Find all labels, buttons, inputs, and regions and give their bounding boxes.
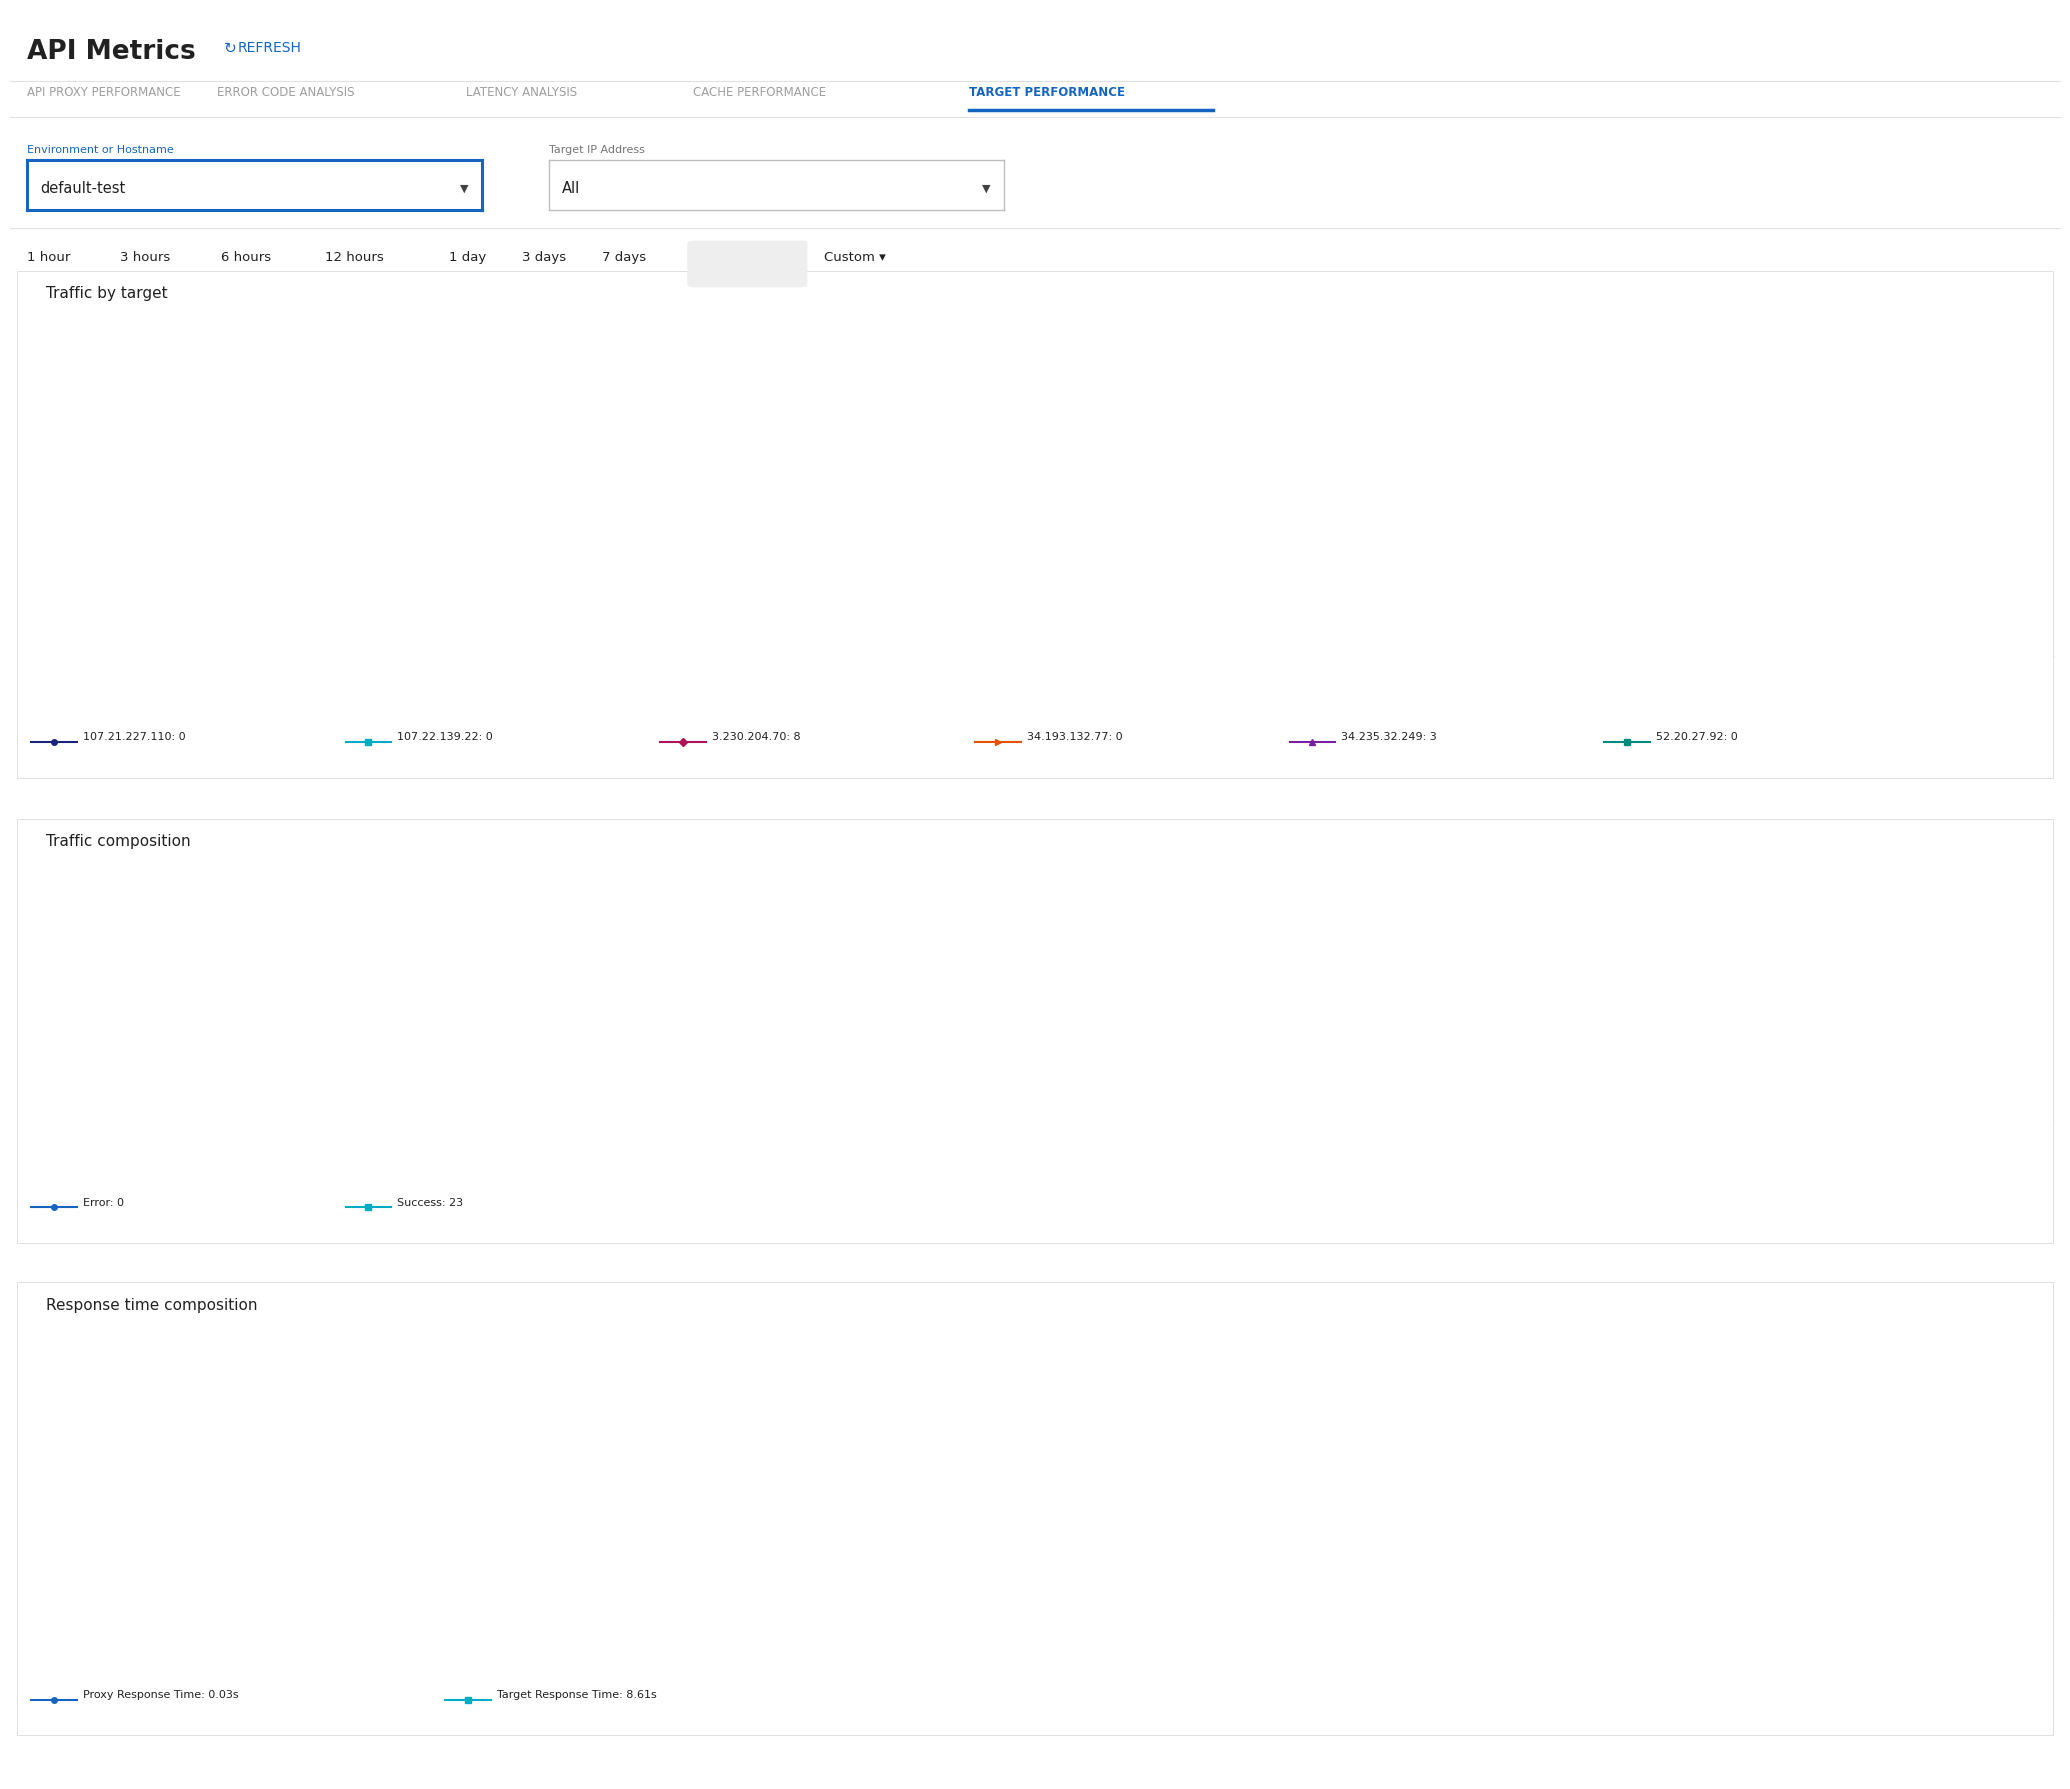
Text: default-test: default-test	[41, 181, 126, 197]
Text: 1 day: 1 day	[449, 250, 486, 263]
Text: ↻: ↻	[224, 41, 242, 55]
Text: REFRESH: REFRESH	[238, 41, 302, 55]
Text: 7 days: 7 days	[602, 250, 646, 263]
Text: LATENCY ANALYSIS: LATENCY ANALYSIS	[466, 86, 578, 98]
Text: 1 hour: 1 hour	[27, 250, 70, 263]
Text: Custom ▾: Custom ▾	[824, 250, 886, 263]
Text: Proxy Response Time: 0.03s: Proxy Response Time: 0.03s	[83, 1689, 238, 1700]
Text: 3 days: 3 days	[522, 250, 565, 263]
Text: 52.20.27.92: 0: 52.20.27.92: 0	[1656, 732, 1737, 742]
Text: ▼: ▼	[981, 184, 989, 193]
Text: Traffic by target: Traffic by target	[46, 286, 168, 301]
Text: ▼: ▼	[460, 184, 468, 193]
Text: All: All	[563, 181, 580, 197]
Text: CACHE PERFORMANCE: CACHE PERFORMANCE	[693, 86, 826, 98]
Text: 3 hours: 3 hours	[120, 250, 170, 263]
Text: TARGET PERFORMANCE: TARGET PERFORMANCE	[969, 86, 1124, 98]
Text: 34.235.32.249: 3: 34.235.32.249: 3	[1341, 732, 1437, 742]
Text: Error: 0: Error: 0	[83, 1197, 124, 1208]
Text: Response time composition: Response time composition	[46, 1297, 257, 1311]
Text: Traffic composition: Traffic composition	[46, 834, 190, 848]
Text: API Metrics: API Metrics	[27, 39, 197, 66]
Text: ✓ 14 days: ✓ 14 days	[702, 250, 770, 263]
Text: Success: 23: Success: 23	[397, 1197, 464, 1208]
Text: ERROR CODE ANALYSIS: ERROR CODE ANALYSIS	[217, 86, 354, 98]
Text: Target IP Address: Target IP Address	[549, 145, 644, 156]
Text: 34.193.132.77: 0: 34.193.132.77: 0	[1027, 732, 1122, 742]
Text: 3.230.204.70: 8: 3.230.204.70: 8	[712, 732, 801, 742]
Text: 107.22.139.22: 0: 107.22.139.22: 0	[397, 732, 493, 742]
Text: Target Response Time: 8.61s: Target Response Time: 8.61s	[497, 1689, 656, 1700]
Text: 107.21.227.110: 0: 107.21.227.110: 0	[83, 732, 186, 742]
Text: API PROXY PERFORMANCE: API PROXY PERFORMANCE	[27, 86, 180, 98]
Text: 6 hours: 6 hours	[221, 250, 271, 263]
Text: 12 hours: 12 hours	[325, 250, 383, 263]
Text: Environment or Hostname: Environment or Hostname	[27, 145, 174, 156]
